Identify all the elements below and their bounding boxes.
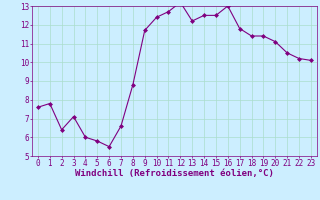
X-axis label: Windchill (Refroidissement éolien,°C): Windchill (Refroidissement éolien,°C) [75,169,274,178]
